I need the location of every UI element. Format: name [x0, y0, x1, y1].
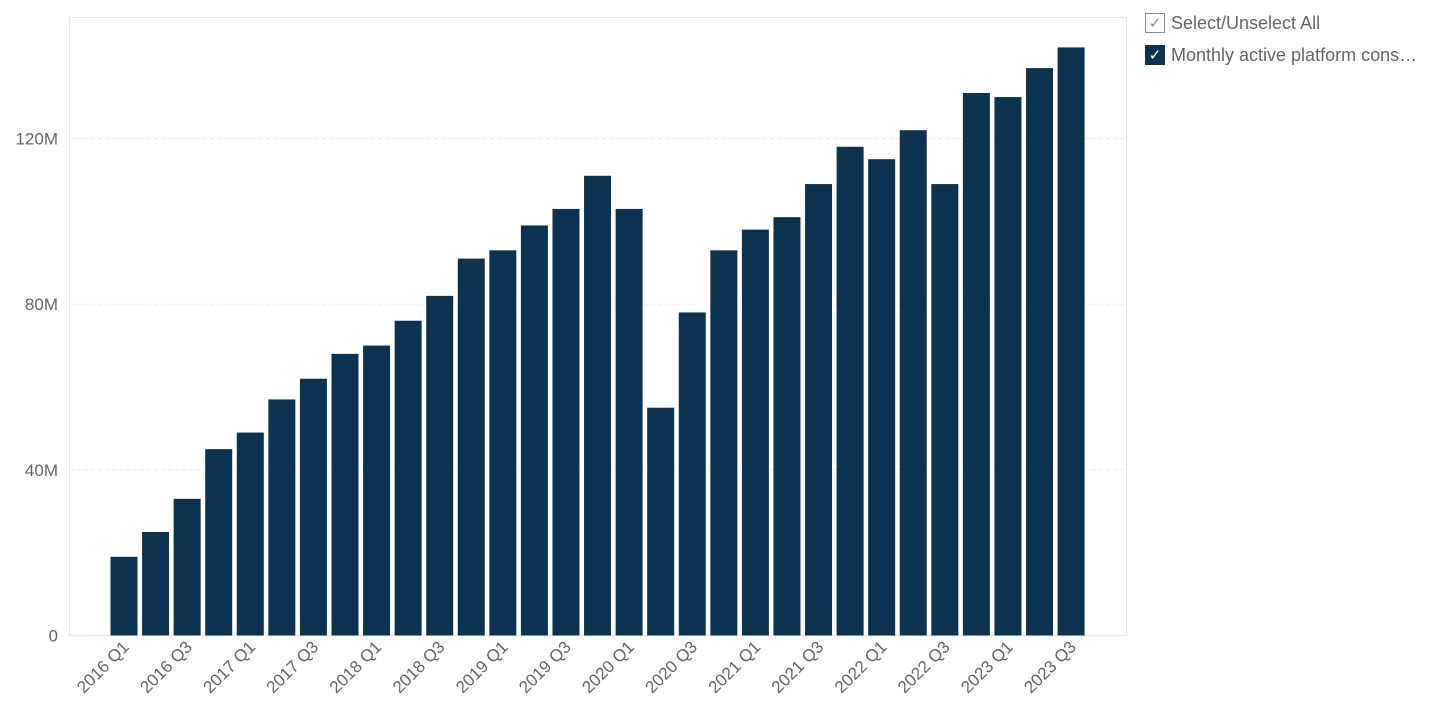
bar[interactable]: 2021 Q2: 101M [773, 217, 801, 636]
select-all-toggle[interactable]: ✓ Select/Unselect All [1145, 12, 1417, 34]
bar[interactable]: 2018 Q1: 70M [363, 345, 391, 636]
x-tick-label: 2019 Q1 [452, 637, 512, 697]
bar[interactable]: 2022 Q2: 122M [899, 130, 927, 636]
bar[interactable]: 2019 Q1: 93M [489, 250, 517, 636]
series-label: Monthly active platform cons… [1171, 44, 1418, 65]
bar[interactable]: 2021 Q1: 98M [741, 229, 769, 636]
x-tick-label: 2018 Q1 [326, 637, 386, 697]
bar[interactable]: 2019 Q2: 99M [520, 225, 548, 636]
x-tick-label: 2017 Q1 [200, 637, 260, 697]
x-tick-label: 2016 Q3 [136, 637, 196, 697]
bar[interactable]: 2022 Q4: 131M [962, 92, 990, 636]
bar[interactable]: 2023 Q1: 130M [994, 97, 1022, 636]
bar[interactable]: 2021 Q4: 118M [836, 146, 864, 636]
select-all-label: Select/Unselect All [1171, 12, 1321, 33]
bar[interactable]: 2022 Q3: 109M [931, 184, 959, 636]
x-tick-label: 2019 Q3 [515, 637, 575, 697]
bar[interactable]: 2022 Q1: 115M [868, 159, 896, 636]
bar[interactable]: 2016 Q2: 25M [142, 531, 170, 636]
x-tick-label: 2023 Q1 [957, 637, 1017, 697]
x-tick-label: 2020 Q1 [578, 637, 638, 697]
x-tick-label: 2023 Q3 [1020, 637, 1080, 697]
bar[interactable]: 2018 Q3: 82M [426, 295, 454, 636]
bar[interactable]: 2017 Q4: 68M [331, 353, 359, 636]
bar[interactable]: 2019 Q4: 111M [584, 175, 612, 636]
bar[interactable]: 2021 Q3: 109M [805, 184, 833, 636]
x-tick-label: 2021 Q3 [768, 637, 828, 697]
x-tick-label: 2021 Q1 [705, 637, 765, 697]
legend: ✓ Select/Unselect All ✓ Monthly active p… [1145, 12, 1417, 76]
bar[interactable]: 2023 Q3: 142M [1057, 47, 1085, 636]
x-tick-label: 2020 Q3 [642, 637, 702, 697]
x-tick-label: 2016 Q1 [73, 637, 133, 697]
bar[interactable]: 2020 Q2: 55M [647, 407, 675, 636]
bar[interactable]: 2016 Q1: 19M [110, 556, 138, 636]
bars: 2016 Q1: 19M2016 Q2: 25M2016 Q3: 33M2016… [110, 47, 1085, 636]
y-tick-label: 40M [25, 461, 58, 480]
bar[interactable]: 2018 Q4: 91M [457, 258, 485, 636]
x-tick-label: 2017 Q3 [263, 637, 323, 697]
bar[interactable]: 2019 Q3: 103M [552, 208, 580, 636]
y-tick-label: 120M [15, 130, 58, 149]
x-tick-label: 2022 Q3 [894, 637, 954, 697]
bar[interactable]: 2023 Q2: 137M [1026, 68, 1054, 636]
y-tick-label: 80M [25, 295, 58, 314]
bar[interactable]: 2020 Q4: 93M [710, 250, 738, 636]
series-toggle[interactable]: ✓ Monthly active platform cons… [1145, 44, 1417, 66]
x-axis-ticks: 2016 Q1 2016 Q3 2017 Q1 2017 Q3 2018 Q1 2018 … [73, 637, 1080, 697]
bar[interactable]: 2017 Q3: 62M [299, 378, 327, 636]
bar[interactable]: 2018 Q2: 76M [394, 320, 422, 636]
y-axis-ticks: 0 40M 80M 120M [15, 130, 58, 646]
y-tick-label: 0 [49, 627, 58, 646]
bar[interactable]: 2020 Q1: 103M [615, 208, 643, 636]
bar[interactable]: 2017 Q1: 49M [236, 432, 264, 636]
bar[interactable]: 2016 Q4: 45M [205, 449, 233, 636]
series-checkbox[interactable]: ✓ [1145, 45, 1165, 65]
select-all-checkbox[interactable]: ✓ [1145, 13, 1165, 33]
bar[interactable]: 2017 Q2: 57M [268, 399, 296, 636]
x-tick-label: 2018 Q3 [389, 637, 449, 697]
x-tick-label: 2022 Q1 [831, 637, 891, 697]
bar[interactable]: 2016 Q3: 33M [173, 498, 201, 636]
bar[interactable]: 2020 Q3: 78M [678, 312, 706, 636]
